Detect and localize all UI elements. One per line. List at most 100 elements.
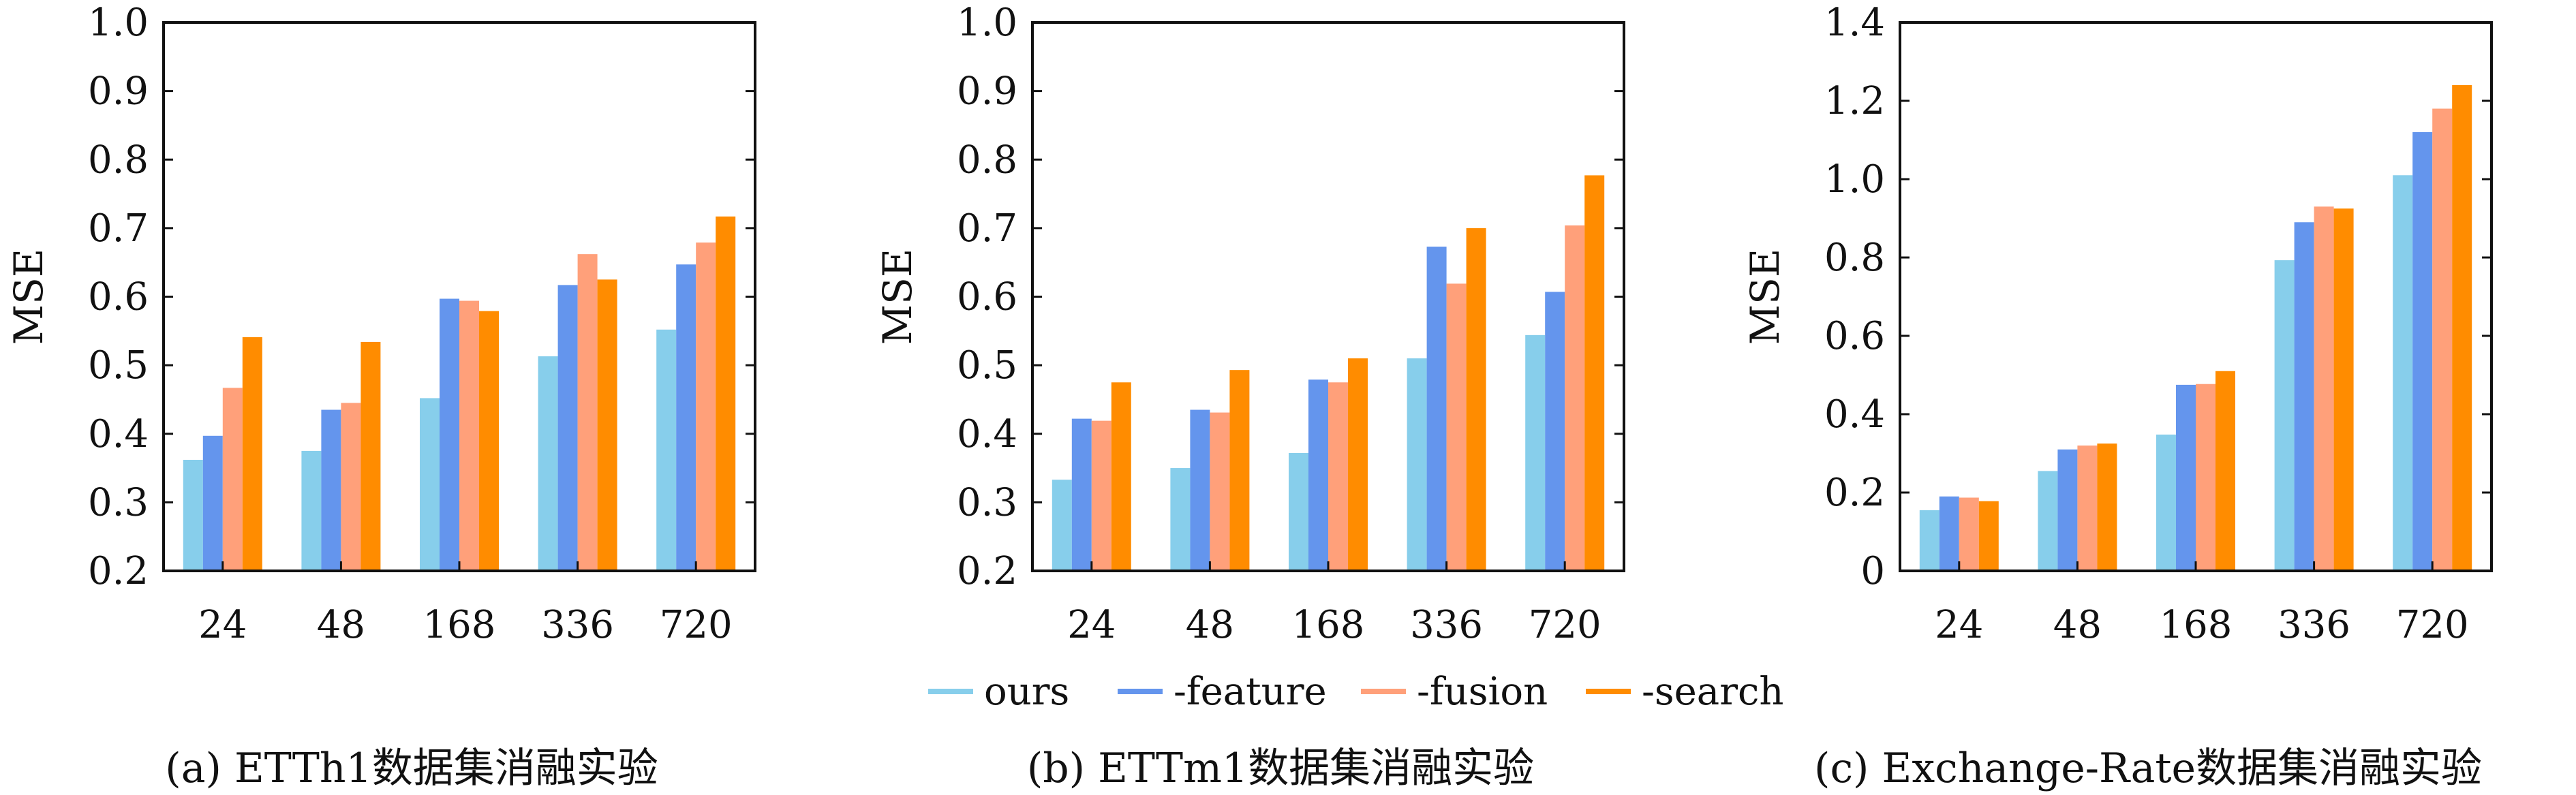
bar-search-24 <box>1111 382 1131 571</box>
y-tick-label: 0.6 <box>88 275 149 319</box>
y-axis-title: MSE <box>874 249 921 345</box>
y-tick-label: 0.8 <box>957 138 1017 182</box>
bar-feature-24 <box>1939 496 1959 571</box>
bar-fusion-48 <box>341 403 361 571</box>
bar-search-168 <box>2215 371 2235 571</box>
bar-fusion-336 <box>1446 283 1467 571</box>
x-tick-label: 720 <box>660 603 733 647</box>
chart-panel-3: 0 0.2 0.4 0.6 0.8 1.0 1.2 1.4 24 48 168 336 720 MSE (c… <box>1742 1 2493 792</box>
bar-feature-48 <box>2057 449 2078 571</box>
bar-fusion-168 <box>1328 382 1348 571</box>
bar-search-48 <box>361 341 381 571</box>
bar-search-336 <box>1466 228 1486 571</box>
y-tick-label: 0.2 <box>957 549 1017 593</box>
bar-fusion-336 <box>2314 206 2334 571</box>
y-tick-label: 1.0 <box>957 1 1017 45</box>
y-tick-label: 0.4 <box>957 412 1017 456</box>
bar-feature-168 <box>1308 379 1328 571</box>
y-tick-label: 0.4 <box>88 412 149 456</box>
y-tick-label: 0.7 <box>88 206 149 251</box>
bar-fusion-720 <box>1565 225 1585 571</box>
bar-ours-48 <box>1170 468 1191 571</box>
y-tick-label: 0.4 <box>1824 392 1885 437</box>
x-tick-label: 48 <box>317 603 365 647</box>
bar-fusion-48 <box>1210 412 1230 571</box>
x-tick-label: 168 <box>1292 603 1365 647</box>
bar-feature-24 <box>1071 418 1092 571</box>
bar-fusion-24 <box>1959 497 1979 571</box>
y-tick-label: 0.8 <box>1824 236 1885 280</box>
bar-feature-336 <box>1426 247 1447 571</box>
bar-ours-24 <box>1052 480 1072 571</box>
x-tick-label: 48 <box>2053 603 2102 647</box>
y-axis-title: MSE <box>5 249 52 345</box>
bar-ours-24 <box>1919 510 1939 571</box>
y-tick-label: 0.5 <box>957 343 1017 388</box>
x-tick-label: 336 <box>2278 603 2350 647</box>
panel-caption: (b) ETTm1数据集消融实验 <box>1027 745 1534 792</box>
bar-feature-168 <box>440 298 459 571</box>
y-tick-label: 1.4 <box>1824 1 1885 45</box>
bar-feature-720 <box>1545 292 1565 571</box>
legend: ours -feature -fusion -search <box>928 670 1783 714</box>
y-tick-label: 0.7 <box>957 206 1017 251</box>
bar-feature-168 <box>2176 384 2196 571</box>
bar-ours-336 <box>538 356 558 571</box>
legend-label-fusion: -fusion <box>1417 670 1548 714</box>
bar-fusion-48 <box>2077 446 2098 571</box>
bar-fusion-24 <box>1091 420 1111 571</box>
bar-fusion-168 <box>459 300 479 571</box>
x-tick-label: 336 <box>1410 603 1483 647</box>
bar-ours-48 <box>301 450 322 571</box>
x-tick-label: 24 <box>1067 603 1116 647</box>
chart-panel-2: 0.2 0.3 0.4 0.5 0.6 0.7 0.8 0.9 1.0 24 48 168 336 720… <box>874 1 1625 792</box>
bar-ours-168 <box>2156 434 2176 571</box>
y-tick-label: 0.5 <box>88 343 149 388</box>
bar-feature-48 <box>321 409 341 571</box>
bar-search-336 <box>2333 208 2354 571</box>
bar-ours-24 <box>183 459 203 571</box>
bar-search-48 <box>2097 443 2117 571</box>
x-tick-label: 48 <box>1186 603 1234 647</box>
bar-feature-336 <box>557 285 578 571</box>
panel-caption: (a) ETTh1数据集消融实验 <box>165 745 658 792</box>
charts-group: 0.2 0.3 0.4 0.5 0.6 0.7 0.8 0.9 1.0 24 48 168 336 720… <box>5 1 2493 792</box>
bar-search-168 <box>479 311 499 571</box>
x-tick-label: 168 <box>2160 603 2233 647</box>
bar-search-720 <box>1584 175 1605 571</box>
bar-fusion-720 <box>696 243 716 571</box>
legend-label-search: -search <box>1642 670 1783 714</box>
y-tick-label: 0.3 <box>957 480 1017 525</box>
bar-search-720 <box>2452 85 2472 571</box>
bar-search-24 <box>1978 501 1999 571</box>
y-tick-label: 0.9 <box>957 69 1017 114</box>
y-tick-label: 0.9 <box>88 69 149 114</box>
y-tick-label: 0.3 <box>88 480 149 525</box>
y-tick-label: 0.2 <box>88 549 149 593</box>
bar-feature-24 <box>202 435 223 571</box>
bar-search-720 <box>716 216 736 571</box>
x-tick-label: 24 <box>198 603 247 647</box>
bar-fusion-720 <box>2432 108 2453 571</box>
legend-label-feature: -feature <box>1174 670 1327 714</box>
bar-feature-720 <box>2412 132 2433 571</box>
y-tick-label: 0.6 <box>1824 314 1885 358</box>
bar-ours-336 <box>2274 260 2295 571</box>
bar-search-168 <box>1348 358 1368 571</box>
y-tick-label: 0.8 <box>88 138 149 182</box>
bar-ours-48 <box>2038 471 2058 571</box>
x-tick-label: 720 <box>2396 603 2469 647</box>
bar-feature-720 <box>676 264 696 571</box>
y-tick-label: 0 <box>1860 549 1885 593</box>
y-tick-label: 1.2 <box>1824 79 1885 123</box>
bar-feature-48 <box>1190 409 1210 571</box>
bar-search-336 <box>597 279 617 571</box>
y-tick-label: 1.0 <box>88 1 149 45</box>
bar-fusion-168 <box>2196 384 2215 571</box>
bar-ours-336 <box>1407 358 1427 571</box>
bar-ours-720 <box>2393 175 2413 571</box>
bar-search-24 <box>242 337 262 571</box>
bar-fusion-336 <box>577 254 598 571</box>
y-tick-label: 0.2 <box>1824 471 1885 515</box>
